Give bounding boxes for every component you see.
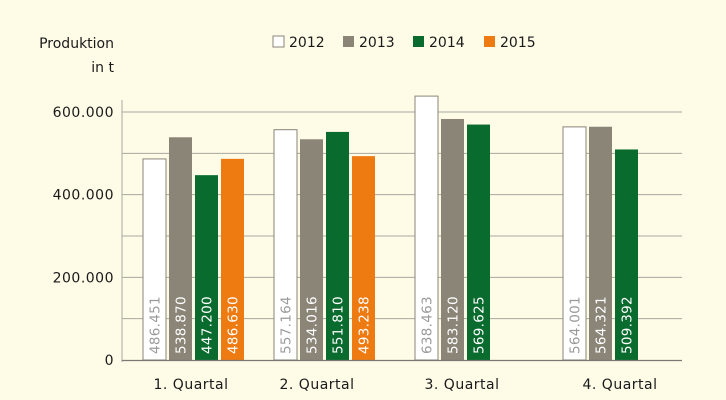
- legend-label-2013: 2013: [359, 35, 395, 51]
- bar-2015-1: [221, 158, 244, 360]
- legend-swatch-2013: [343, 36, 354, 47]
- bar-2013-2: [300, 139, 323, 360]
- data-label: 538.870: [174, 296, 190, 354]
- legend-label-2015: 2015: [500, 35, 536, 51]
- bar-2014-3: [467, 124, 490, 361]
- data-label: 564.001: [568, 296, 584, 354]
- y-axis-title-line1: Produktion: [39, 36, 114, 52]
- y-tick-label: 400.000: [53, 188, 114, 204]
- data-label: 583.120: [446, 296, 462, 354]
- y-tick-label: 0: [105, 353, 114, 369]
- data-label: 551.810: [331, 296, 347, 354]
- category-label: 3. Quartal: [425, 377, 500, 393]
- bar-2014-2: [326, 131, 349, 360]
- bar-2013-4: [589, 126, 612, 361]
- y-tick-label: 200.000: [53, 270, 114, 286]
- data-label: 509.392: [620, 296, 636, 354]
- data-label: 564.321: [594, 296, 610, 354]
- y-axis-title-line2: in t: [91, 60, 114, 76]
- data-label: 569.625: [472, 296, 488, 354]
- data-label: 486.451: [148, 296, 164, 354]
- legend-swatch-2015: [484, 36, 495, 47]
- category-label: 4. Quartal: [583, 377, 658, 393]
- bar-2013-3: [441, 118, 464, 360]
- data-label: 486.630: [226, 296, 242, 354]
- legend-label-2012: 2012: [289, 35, 325, 51]
- data-label: 534.016: [305, 296, 321, 354]
- data-label: 557.164: [279, 296, 295, 354]
- x-axis: 1. Quartal 2. Quartal 3. Quartal 4. Quartal: [122, 359, 682, 393]
- bars: 486.451 557.164 638.463 564.001 538.870 534.0…: [142, 95, 638, 361]
- bar-2013-1: [169, 137, 192, 360]
- data-label: 493.238: [357, 296, 373, 354]
- bar-2014-1: [195, 175, 218, 360]
- legend-swatch-2012: [272, 35, 285, 48]
- y-axis-ticks: 0 200.000 400.000 600.000: [53, 105, 114, 369]
- legend-swatch-2014: [413, 36, 424, 47]
- category-label: 1. Quartal: [154, 377, 229, 393]
- category-label: 2. Quartal: [280, 377, 355, 393]
- bar-2014-4: [615, 149, 638, 360]
- legend: 2012 2013 2014 2015: [272, 35, 536, 51]
- data-label: 447.200: [200, 296, 216, 354]
- legend-label-2014: 2014: [429, 35, 465, 51]
- bar-2015-2: [352, 156, 375, 360]
- y-tick-label: 600.000: [53, 105, 114, 121]
- data-label: 638.463: [420, 296, 436, 354]
